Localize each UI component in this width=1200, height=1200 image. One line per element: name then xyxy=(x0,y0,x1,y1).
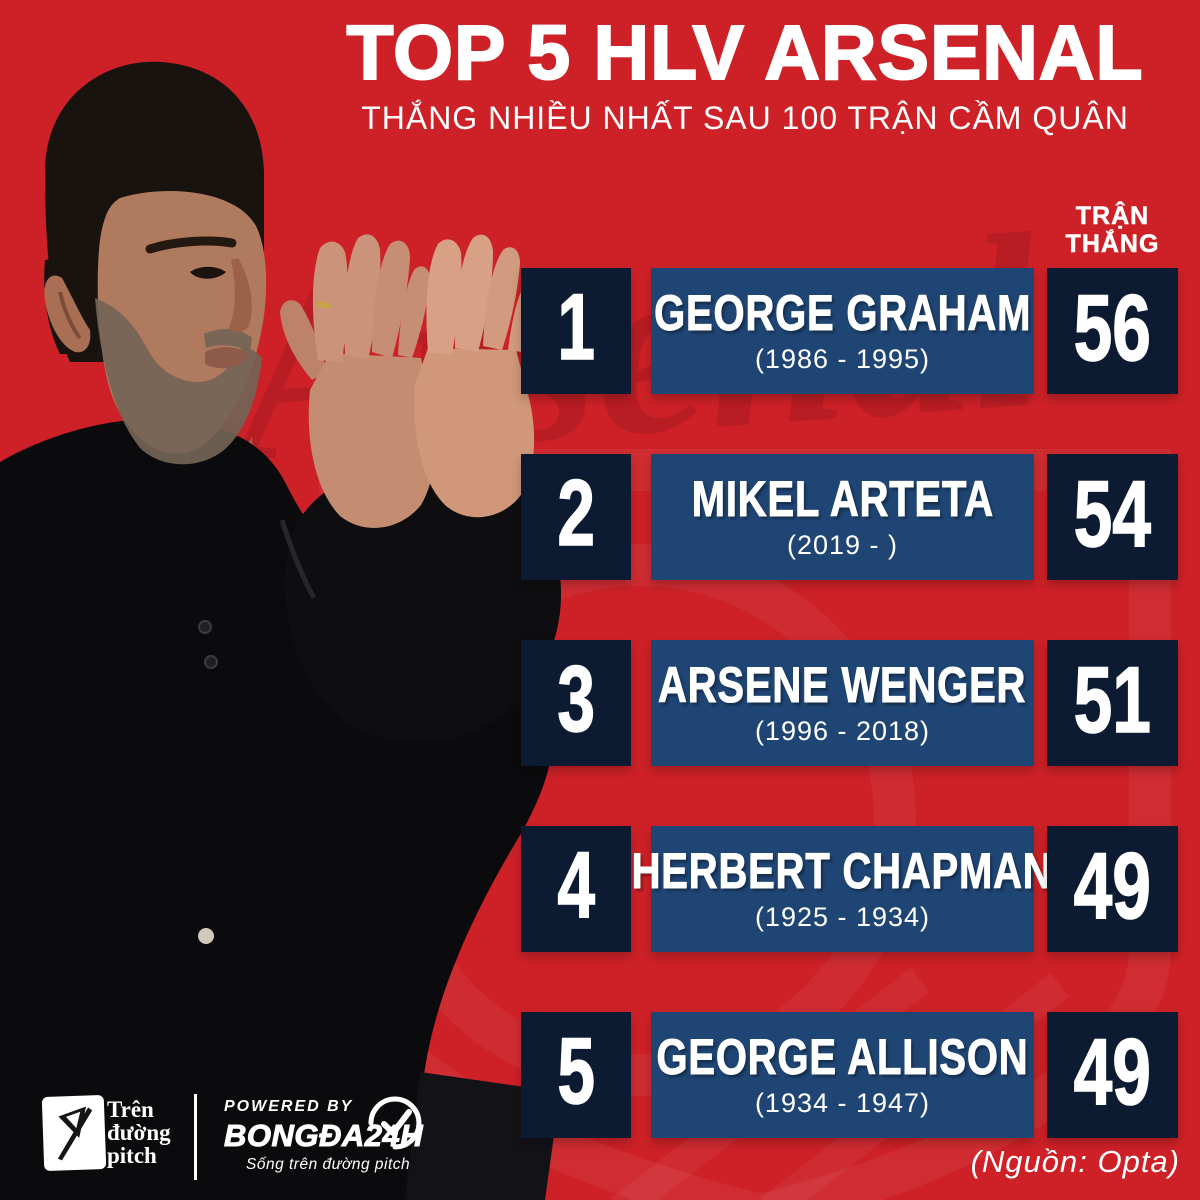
rank-number: 1 xyxy=(557,274,596,379)
manager-box: GEORGE ALLISON (1934 - 1947) xyxy=(651,1012,1034,1138)
manager-years: (1925 - 1934) xyxy=(754,901,931,932)
masthead: TOP 5 HLV ARSENAL THẮNG NHIỀU NHẤT SAU 1… xyxy=(300,10,1190,137)
wins-number: 51 xyxy=(1073,647,1152,752)
wins-number: 49 xyxy=(1073,833,1152,938)
rank-box: 4 xyxy=(521,826,631,952)
manager-years: (1986 - 1995) xyxy=(754,343,931,374)
wins-box: 49 xyxy=(1047,826,1178,952)
tren-duong-pitch-logo xyxy=(41,1094,107,1172)
manager-years: (1934 - 1947) xyxy=(754,1087,931,1118)
wins-number: 54 xyxy=(1073,461,1152,566)
corner-flag-icon xyxy=(57,1106,93,1161)
wins-number: 56 xyxy=(1073,275,1152,380)
arteta-photo xyxy=(0,61,562,1200)
manager-name: GEORGE ALLISON xyxy=(656,1028,1029,1085)
bongda24h-lockup: POWERED BY BONGĐA24H Sống trên đường pit… xyxy=(223,1098,424,1174)
wins-header-line2: THẮNG xyxy=(1065,230,1160,259)
table-row: 5 GEORGE ALLISON (1934 - 1947) 49 xyxy=(0,1012,1200,1138)
page-subtitle: THẮNG NHIỀU NHẤT SAU 100 TRẬN CẦM QUÂN xyxy=(361,100,1129,136)
tren-duong-pitch-wordmark: Trên đường pitch xyxy=(107,1098,171,1167)
tdp-line1: Trên xyxy=(107,1097,154,1122)
manager-name: HERBERT CHAPMAN xyxy=(632,842,1053,899)
wins-number: 49 xyxy=(1073,1019,1152,1124)
manager-name: MIKEL ARTETA xyxy=(691,470,994,527)
manager-years: (2019 - ) xyxy=(786,529,899,560)
manager-name: ARSENE WENGER xyxy=(658,656,1027,713)
tdp-line2: đường xyxy=(107,1120,171,1145)
bongda24h-wordmark: BONGĐA24H xyxy=(223,1118,424,1153)
rank-box: 3 xyxy=(521,640,631,766)
rank-number: 3 xyxy=(557,646,596,751)
table-row: 3 ARSENE WENGER (1996 - 2018) 51 xyxy=(0,640,1200,766)
wins-box: 51 xyxy=(1047,640,1178,766)
manager-years: (1996 - 2018) xyxy=(754,715,931,746)
manager-name: GEORGE GRAHAM xyxy=(653,284,1032,341)
clock-icon xyxy=(368,1096,422,1150)
wins-header-line1: TRẬN xyxy=(1075,202,1150,231)
page-title: TOP 5 HLV ARSENAL xyxy=(345,10,1144,96)
table-row: 4 HERBERT CHAPMAN (1925 - 1934) 49 xyxy=(0,826,1200,952)
wins-column-header: TRẬN THẮNG xyxy=(1040,202,1185,259)
right-hand xyxy=(414,234,540,518)
table-row: 1 GEORGE GRAHAM (1986 - 1995) 56 xyxy=(0,268,1200,394)
manager-box: MIKEL ARTETA (2019 - ) xyxy=(651,454,1034,580)
rank-number: 4 xyxy=(557,832,596,937)
manager-box: GEORGE GRAHAM (1986 - 1995) xyxy=(651,268,1034,394)
footer-divider xyxy=(194,1094,197,1180)
left-hand xyxy=(280,234,436,528)
wins-box: 49 xyxy=(1047,1012,1178,1138)
rank-number: 2 xyxy=(557,460,596,565)
manager-box: ARSENE WENGER (1996 - 2018) xyxy=(651,640,1034,766)
rank-box: 2 xyxy=(521,454,631,580)
rank-number: 5 xyxy=(557,1018,596,1123)
table-row: 2 MIKEL ARTETA (2019 - ) 54 xyxy=(0,454,1200,580)
powered-by-label: POWERED BY xyxy=(224,1098,354,1115)
source-credit: (Nguồn: Opta) xyxy=(970,1144,1180,1179)
manager-box: HERBERT CHAPMAN (1925 - 1934) xyxy=(632,826,1053,952)
tdp-line3: pitch xyxy=(107,1143,157,1168)
rank-box: 1 xyxy=(521,268,631,394)
wins-box: 56 xyxy=(1047,268,1178,394)
bongda24h-tagline: Sống trên đường pitch xyxy=(246,1156,411,1173)
rank-box: 5 xyxy=(521,1012,631,1138)
wins-box: 54 xyxy=(1047,454,1178,580)
